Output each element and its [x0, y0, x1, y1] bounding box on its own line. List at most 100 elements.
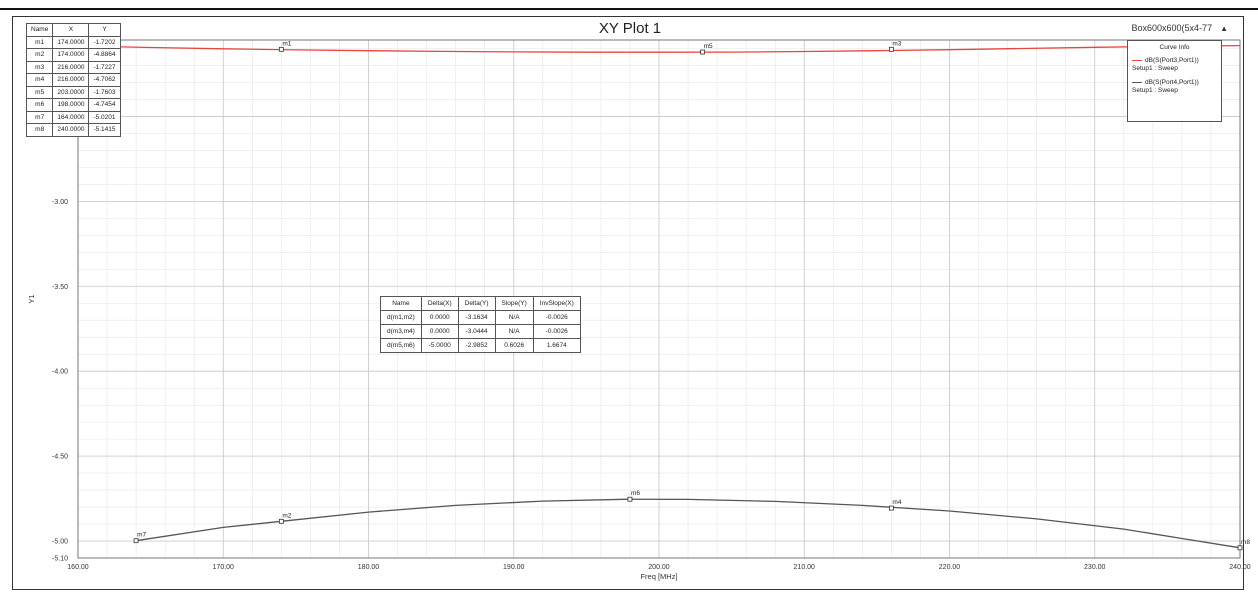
chart-title: XY Plot 1	[598, 20, 662, 37]
collapse-triangle-icon[interactable]: ▲	[1220, 24, 1228, 33]
table-row[interactable]: m6 198.0000 -4.7454	[25, 98, 121, 112]
marker-m5	[700, 49, 705, 55]
top-border-line	[0, 8, 1258, 10]
marker-y: -1.7227	[88, 60, 121, 74]
table-row[interactable]: m4 216.0000 -4.7062	[25, 73, 121, 87]
marker-y: -5.0201	[88, 110, 121, 124]
grid-layer	[77, 40, 1241, 559]
legend-label-s41: dB(S(Port4,Port1))	[1145, 79, 1199, 86]
delta-col-name: Name	[380, 296, 422, 311]
marker-x: 240.0000	[52, 123, 90, 137]
legend-swatch-s31	[1132, 59, 1142, 61]
delta-marker-table[interactable]: Name Delta(X) Delta(Y) Slope(Y) InvSlope…	[380, 296, 581, 353]
marker-m1	[278, 46, 284, 52]
marker-name: m8	[25, 123, 54, 137]
delta-slope: N/A	[494, 310, 534, 325]
marker-x: 174.0000	[52, 35, 90, 49]
marker-m3	[889, 46, 894, 52]
delta-name: d(m1,m2)	[380, 310, 422, 325]
design-badge[interactable]: Box600x600(5x4-77 ▲	[1132, 23, 1228, 33]
x-tick-label: 160.00	[67, 564, 89, 571]
marker-x: 203.0000	[52, 85, 90, 99]
delta-invslope: -0.0026	[532, 324, 581, 339]
marker-label-m6: m6	[631, 490, 640, 497]
marker-name: m5	[25, 85, 54, 99]
axis-layer: 160.00 170.00 180.00 190.00 200.00 210.00 220.…	[27, 39, 1251, 581]
delta-invslope: -0.0026	[532, 310, 581, 325]
marker-label-m3: m3	[892, 40, 901, 47]
marker-x: 164.0000	[52, 110, 90, 124]
plot-frame	[12, 16, 1244, 590]
curve-info-legend[interactable]: Curve Info dB(S(Port3,Port1)) Setup1 : S…	[1127, 40, 1222, 122]
delta-name: d(m3,m4)	[380, 324, 422, 339]
marker-col-name: Name	[25, 23, 54, 37]
marker-m2	[278, 518, 284, 524]
marker-y: -1.7603	[88, 85, 121, 99]
marker-m6	[627, 496, 633, 502]
legend-setup-s41: Setup1 : Sweep	[1132, 87, 1178, 94]
delta-dx: 0.0000	[420, 324, 459, 339]
marker-layer: m1 m2 m3 m4 m5 m6 m7 m8	[133, 40, 1250, 551]
y-tick-label: -4.00	[52, 369, 68, 376]
marker-label-m2: m2	[282, 512, 291, 519]
table-row[interactable]: d(m1,m2) 0.0000 -3.1634 N/A -0.0026	[380, 310, 581, 325]
marker-name: m4	[25, 73, 54, 87]
design-name: Box600x600(5x4-77	[1131, 23, 1213, 33]
legend-entry-s31[interactable]: dB(S(Port3,Port1)) Setup1 : Sweep	[1132, 57, 1217, 73]
x-tick-label: 230.00	[1084, 564, 1106, 571]
marker-y: -4.7062	[88, 73, 121, 87]
marker-y: -4.7454	[88, 98, 121, 112]
table-row[interactable]: m1 174.0000 -1.7202	[25, 35, 121, 49]
table-row[interactable]: d(m3,m4) 0.0000 -3.0444 N/A -0.0026	[380, 324, 581, 339]
legend-entry-s41[interactable]: dB(S(Port4,Port1)) Setup1 : Sweep	[1132, 79, 1217, 95]
series-layer	[77, 44, 1241, 549]
delta-name: d(m5,m6)	[380, 338, 422, 353]
marker-x: 198.0000	[52, 98, 90, 112]
delta-slope: 0.6026	[494, 338, 534, 353]
legend-swatch-s41	[1132, 81, 1142, 83]
x-axis-label: Freq [MHz]	[640, 572, 677, 581]
marker-label-m4: m4	[892, 499, 901, 506]
marker-name: m3	[25, 60, 54, 74]
marker-x: 216.0000	[52, 73, 90, 87]
delta-dx: -5.0000	[420, 338, 459, 353]
table-row[interactable]: m7 164.0000 -5.0201	[25, 110, 121, 124]
table-row[interactable]: m3 216.0000 -1.7227	[25, 60, 121, 74]
marker-m8	[1237, 545, 1243, 551]
delta-col-invslope: InvSlope(X)	[532, 296, 581, 311]
x-tick-label: 170.00	[213, 564, 235, 571]
plot-area-border	[77, 39, 1241, 559]
table-row[interactable]: m5 203.0000 -1.7603	[25, 85, 121, 99]
delta-dy: -3.0444	[457, 324, 496, 339]
y-tick-label: -5.10	[52, 556, 68, 563]
marker-m4	[889, 505, 894, 511]
marker-y: -1.7202	[88, 35, 121, 49]
x-tick-label: 220.00	[939, 564, 961, 571]
marker-label-m5: m5	[704, 43, 713, 50]
marker-x: 216.0000	[52, 60, 90, 74]
table-row[interactable]: m2 174.0000 -4.8864	[25, 48, 121, 62]
marker-y: -4.8864	[88, 48, 121, 62]
y-tick-label: -5.00	[52, 539, 68, 546]
series-line-1	[77, 44, 1241, 53]
y-axis-label: Y1	[27, 294, 36, 303]
table-row[interactable]: d(m5,m6) -5.0000 -2.9852 0.6026 1.6674	[380, 338, 581, 353]
marker-x: 174.0000	[52, 48, 90, 62]
y-tick-label: -4.50	[52, 454, 68, 461]
marker-name: m7	[25, 110, 54, 124]
delta-col-slope: Slope(Y)	[494, 296, 534, 311]
x-tick-label: 210.00	[794, 564, 816, 571]
table-row[interactable]: m8 240.0000 -5.1415	[25, 123, 121, 137]
x-tick-label: 240.00	[1229, 564, 1251, 571]
legend-title: Curve Info	[1159, 44, 1190, 51]
marker-col-x: X	[52, 23, 90, 37]
marker-table[interactable]: Name X Y m1 174.0000 -1.7202 m2 174.0000 -4.…	[25, 23, 121, 137]
delta-slope: N/A	[494, 324, 534, 339]
marker-name: m6	[25, 98, 54, 112]
marker-y: -5.1415	[88, 123, 121, 137]
y-tick-label: -3.50	[52, 284, 68, 291]
delta-invslope: 1.6674	[532, 338, 581, 353]
marker-label-m1: m1	[282, 40, 291, 47]
delta-table-header: Name Delta(X) Delta(Y) Slope(Y) InvSlope…	[380, 296, 581, 311]
